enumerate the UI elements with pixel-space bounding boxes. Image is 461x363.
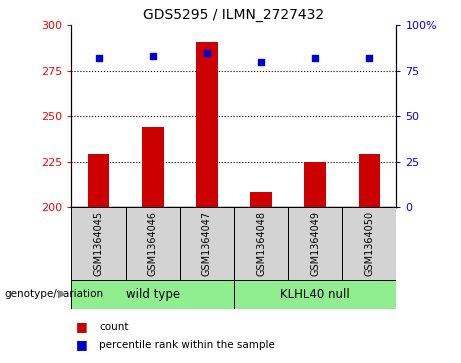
- Title: GDS5295 / ILMN_2727432: GDS5295 / ILMN_2727432: [143, 8, 325, 22]
- Text: genotype/variation: genotype/variation: [5, 289, 104, 299]
- Bar: [142, 127, 164, 207]
- Bar: [234, 280, 396, 309]
- Bar: [234, 207, 288, 280]
- Point: [203, 50, 211, 56]
- Bar: [359, 154, 380, 207]
- Point: [149, 53, 156, 59]
- Text: GSM1364046: GSM1364046: [148, 211, 158, 276]
- Point: [366, 55, 373, 61]
- Text: count: count: [99, 322, 129, 332]
- Text: GSM1364049: GSM1364049: [310, 211, 320, 276]
- Text: KLHL40 null: KLHL40 null: [280, 287, 350, 301]
- Point: [95, 55, 102, 61]
- Bar: [71, 207, 125, 280]
- Bar: [288, 207, 342, 280]
- Bar: [125, 207, 180, 280]
- Bar: [180, 207, 234, 280]
- Text: GSM1364045: GSM1364045: [94, 211, 104, 276]
- Text: ■: ■: [76, 320, 88, 333]
- Bar: [304, 162, 326, 207]
- Text: GSM1364048: GSM1364048: [256, 211, 266, 276]
- Text: ▶: ▶: [58, 289, 66, 299]
- Bar: [342, 207, 396, 280]
- Text: percentile rank within the sample: percentile rank within the sample: [99, 340, 275, 350]
- Bar: [71, 280, 234, 309]
- Point: [312, 55, 319, 61]
- Text: wild type: wild type: [126, 287, 180, 301]
- Point: [257, 59, 265, 65]
- Bar: [250, 192, 272, 207]
- Bar: [88, 154, 109, 207]
- Text: GSM1364050: GSM1364050: [364, 211, 374, 276]
- Text: GSM1364047: GSM1364047: [202, 211, 212, 276]
- Text: ■: ■: [76, 338, 88, 351]
- Bar: [196, 42, 218, 207]
